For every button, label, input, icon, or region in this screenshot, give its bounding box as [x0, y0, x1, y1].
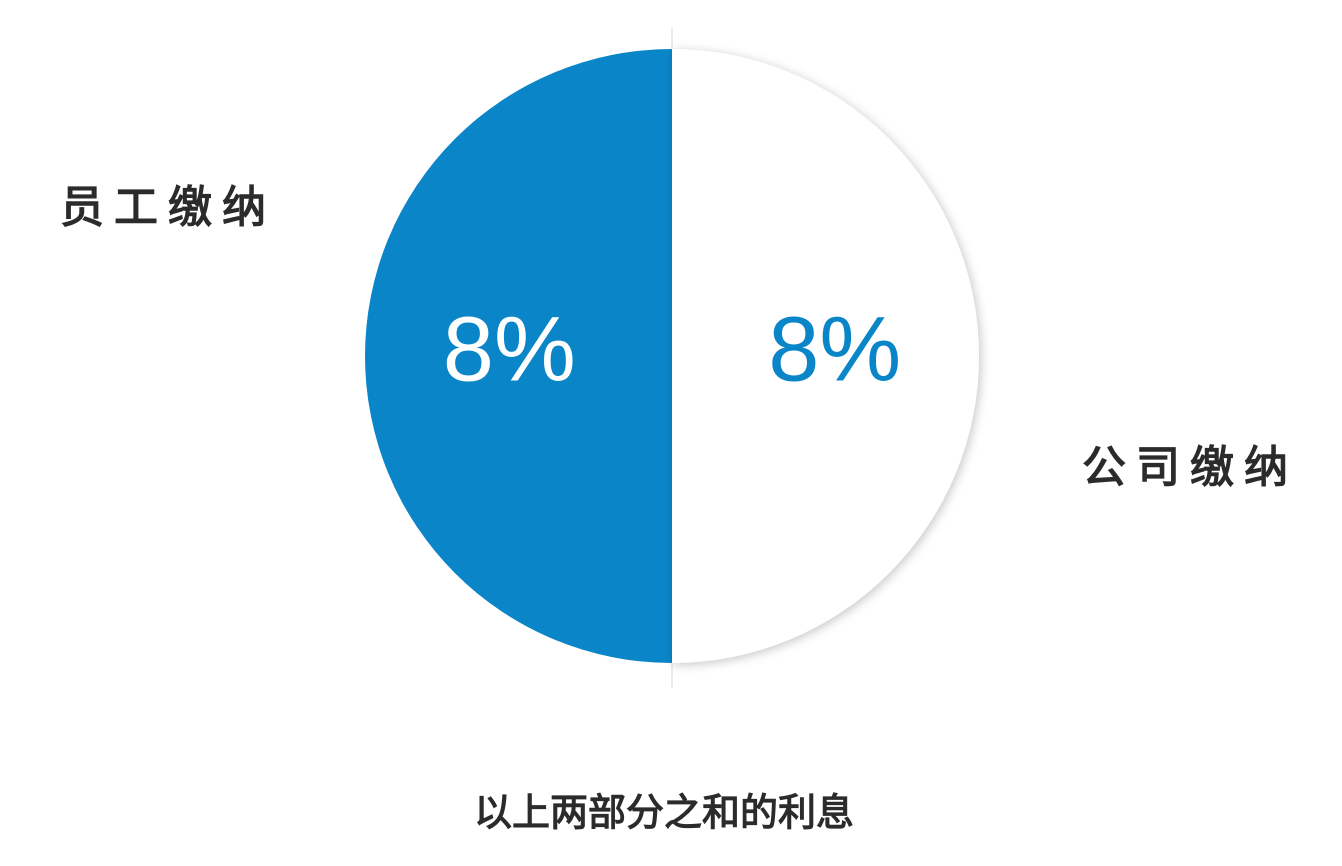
value-label: 8%	[768, 298, 901, 400]
pie	[365, 49, 979, 663]
pie-slice	[672, 49, 979, 663]
annotation: 以上两部分之和的利息	[474, 791, 854, 835]
pie-slice	[365, 49, 672, 663]
value-label: 8%	[443, 298, 576, 400]
slice-label: 公司缴纳	[1082, 442, 1298, 493]
slice-label: 员工缴纳	[60, 182, 276, 233]
